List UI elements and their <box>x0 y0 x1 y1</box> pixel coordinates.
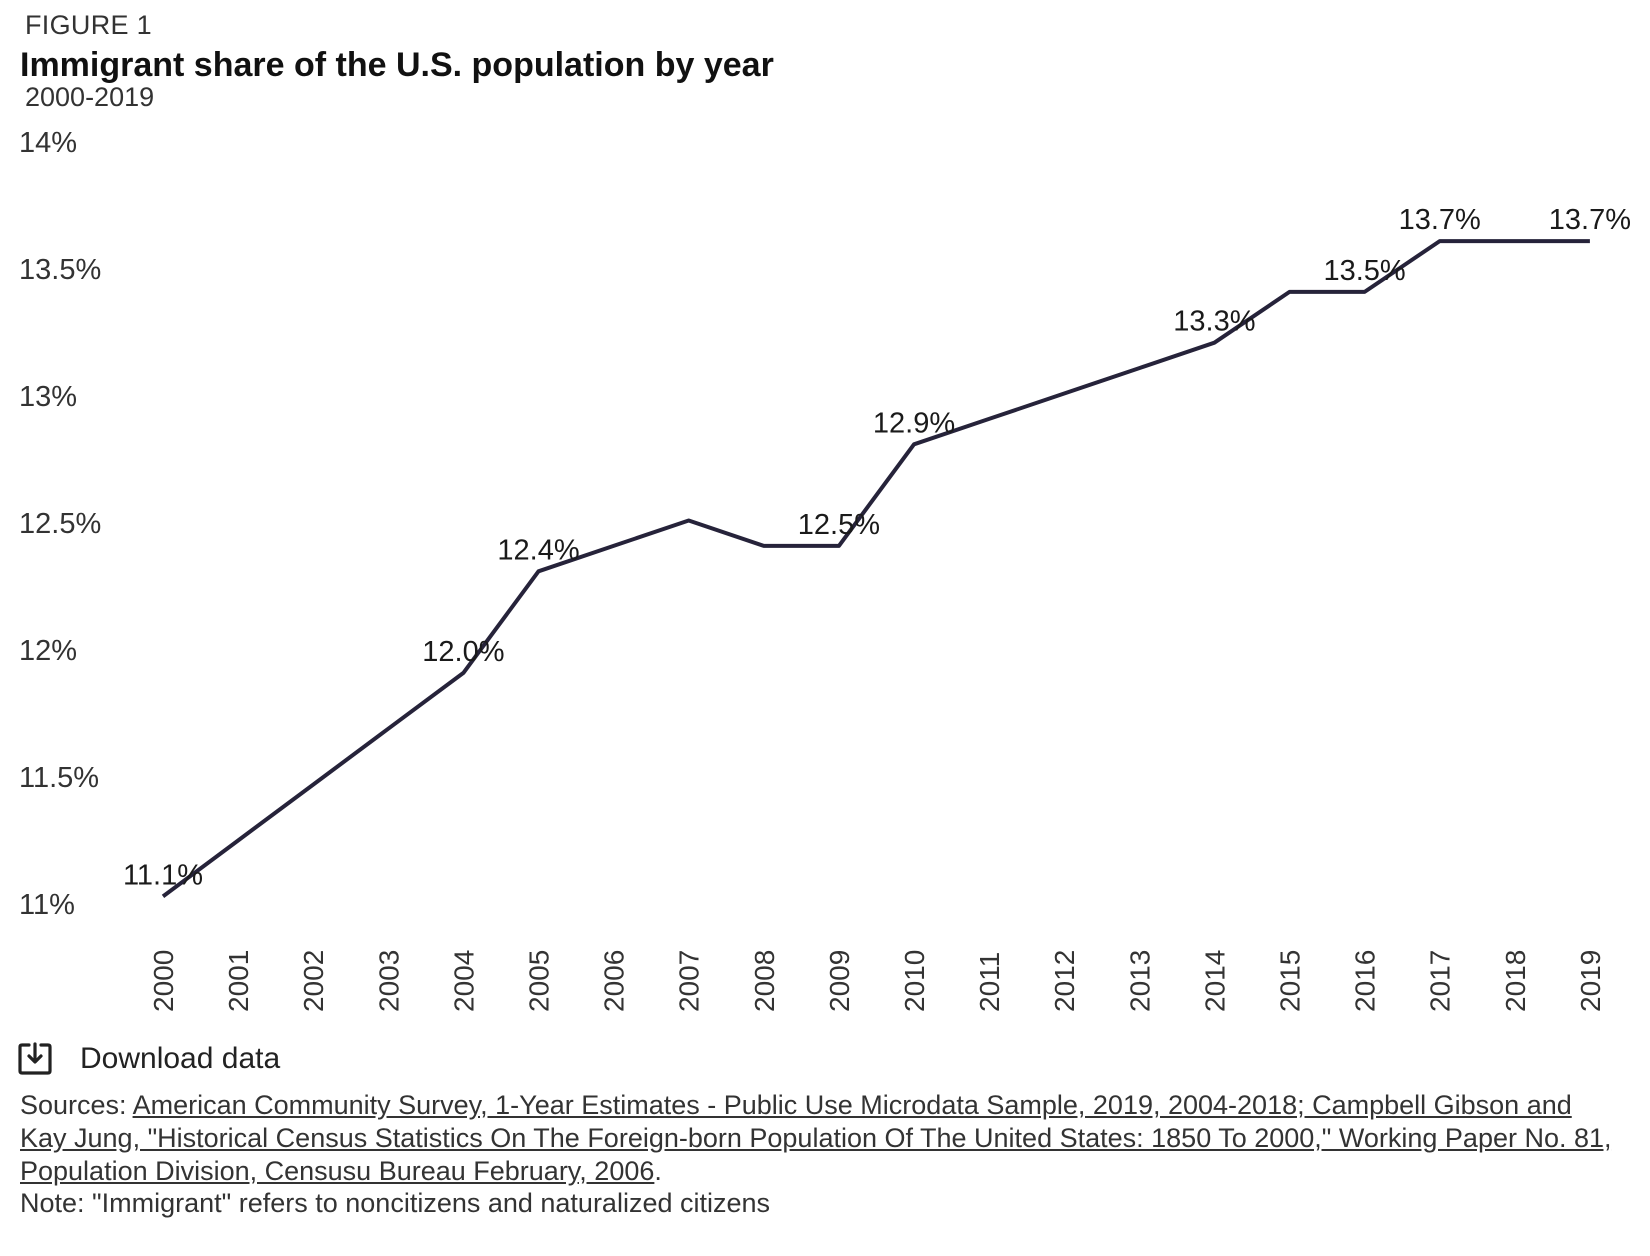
data-label: 12.9% <box>873 407 955 439</box>
line-chart: 14% 13.5% 13% 12.5% 12% 11.5% 11% 2000 2001 2002… <box>19 127 1631 1012</box>
data-label: 12.0% <box>422 636 504 668</box>
chart-subtitle: 2000-2019 <box>25 82 155 112</box>
y-tick-label: 11.5% <box>19 762 99 794</box>
x-tick-label: 2010 <box>899 950 930 1012</box>
y-tick-label: 11% <box>19 889 75 921</box>
x-tick-label: 2016 <box>1350 950 1381 1012</box>
y-tick-label: 14% <box>19 127 77 159</box>
y-tick-label: 12% <box>19 635 77 667</box>
x-tick-label: 2019 <box>1575 950 1606 1012</box>
sources-prefix: Sources: <box>20 1090 133 1120</box>
sources-suffix: . <box>654 1156 662 1186</box>
figure-label: FIGURE 1 <box>25 10 152 40</box>
y-tick-label: 13.5% <box>19 254 101 286</box>
data-label: 13.5% <box>1323 255 1405 287</box>
x-tick-label: 2017 <box>1425 950 1456 1012</box>
data-labels: 11.1% 12.0% 12.4% 12.5% 12.9% 13.3% 13.5% 13.7%… <box>123 204 1631 891</box>
sources-link[interactable]: American Community Survey, 1-Year Estima… <box>20 1090 1612 1186</box>
x-tick-label: 2014 <box>1199 950 1230 1012</box>
x-tick-label: 2003 <box>373 950 404 1012</box>
x-tick-label: 2007 <box>674 950 705 1012</box>
series-group <box>161 239 1590 899</box>
x-tick-label: 2005 <box>524 950 555 1012</box>
x-tick-label: 2012 <box>1049 950 1080 1012</box>
y-tick-label: 13% <box>19 381 77 413</box>
x-tick-label: 2001 <box>223 950 254 1012</box>
sources: Sources: American Community Survey, 1-Ye… <box>20 1089 1620 1188</box>
x-tick-label: 2008 <box>749 950 780 1012</box>
y-tick-label: 12.5% <box>19 508 101 540</box>
x-tick-label: 2015 <box>1275 950 1306 1012</box>
data-label: 11.1% <box>123 859 203 891</box>
download-data-button[interactable]: Download data <box>18 1038 280 1080</box>
x-tick-label: 2013 <box>1124 950 1155 1012</box>
x-tick-label: 2018 <box>1500 950 1531 1012</box>
x-tick-label: 2000 <box>148 950 179 1012</box>
x-tick-label: 2009 <box>824 950 855 1012</box>
download-data-label: Download data <box>80 1042 281 1075</box>
x-tick-label: 2002 <box>298 950 329 1012</box>
data-label: 13.7% <box>1549 204 1631 236</box>
data-label: 13.7% <box>1399 204 1481 236</box>
chart-title: Immigrant share of the U.S. population b… <box>20 46 774 84</box>
x-tick-label: 2006 <box>599 950 630 1012</box>
download-icon <box>18 1042 52 1075</box>
series-line <box>161 239 1590 899</box>
x-axis: 2000 2001 2002 2003 2004 2005 2006 2007 2008 2009… <box>148 950 1606 1012</box>
note: Note: "Immigrant" refers to noncitizens … <box>20 1188 771 1218</box>
y-axis: 14% 13.5% 13% 12.5% 12% 11.5% 11% <box>19 127 101 921</box>
data-label: 12.5% <box>798 509 880 541</box>
x-tick-label: 2011 <box>974 952 1005 1012</box>
data-label: 13.3% <box>1173 306 1255 338</box>
x-tick-label: 2004 <box>448 950 479 1012</box>
data-label: 12.4% <box>497 534 579 566</box>
